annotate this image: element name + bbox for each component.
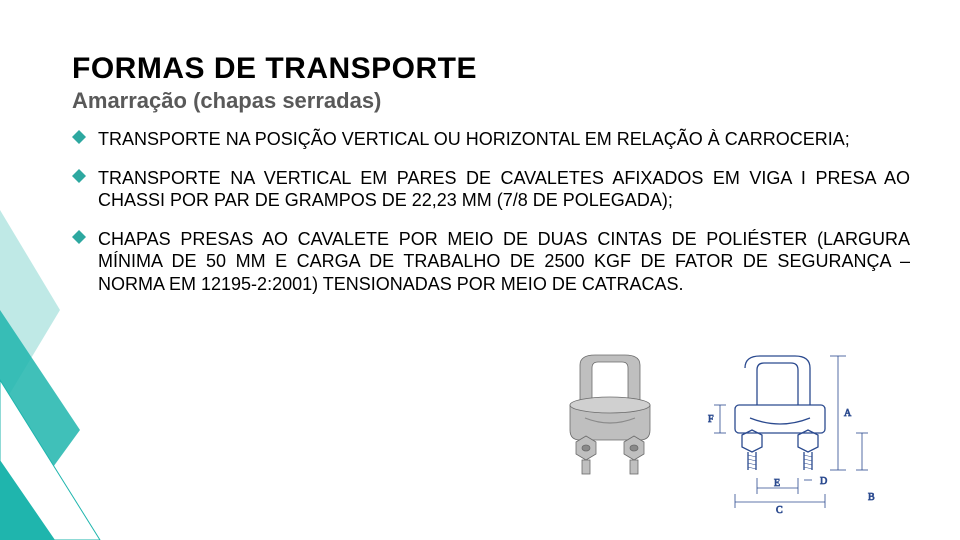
bullet-marker-icon [72,130,86,144]
dim-label-b: B [868,492,875,503]
bullet-text: TRANSPORTE NA POSIÇÃO VERTICAL OU HORIZO… [98,129,850,149]
bullet-text: CHAPAS PRESAS AO CAVALETE POR MEIO DE DU… [98,229,910,294]
bullet-marker-icon [72,169,86,183]
dim-label-c: C [776,505,783,516]
clip-render [570,355,650,474]
bullet-text: TRANSPORTE NA VERTICAL EM PARES DE CAVAL… [98,168,910,211]
bullet-marker-icon [72,230,86,244]
dim-label-e: E [774,478,780,489]
bullet-list: TRANSPORTE NA POSIÇÃO VERTICAL OU HORIZO… [72,128,910,295]
dim-label-f: F [708,414,714,425]
list-item: TRANSPORTE NA POSIÇÃO VERTICAL OU HORIZO… [72,128,910,151]
clip-line-drawing [735,356,825,470]
dimension-lines: A F E C D B [708,356,875,516]
dim-label-d: D [820,476,827,487]
slide-content: FORMAS DE TRANSPORTE Amarração (chapas s… [72,52,910,311]
list-item: CHAPAS PRESAS AO CAVALETE POR MEIO DE DU… [72,228,910,296]
slide-title: FORMAS DE TRANSPORTE [72,52,910,86]
slide-subtitle: Amarração (chapas serradas) [72,88,910,114]
clip-diagram: A F E C D B [530,350,890,520]
dim-label-a: A [844,408,852,419]
list-item: TRANSPORTE NA VERTICAL EM PARES DE CAVAL… [72,167,910,212]
